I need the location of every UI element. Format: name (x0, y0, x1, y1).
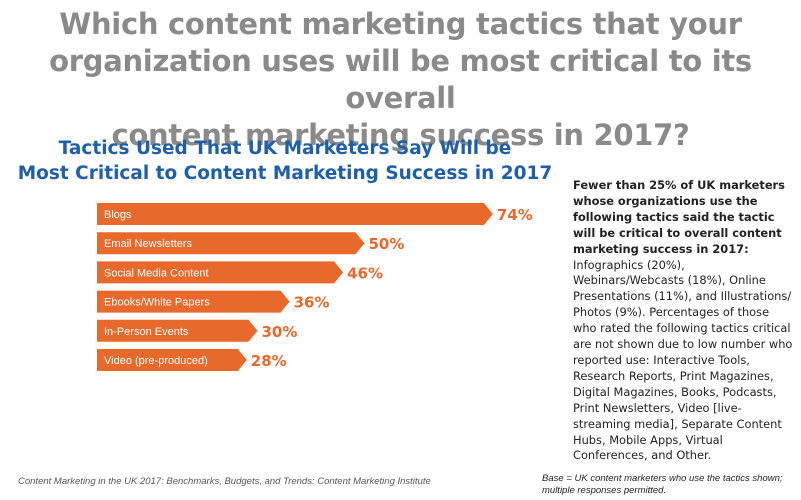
value-label: 46% (347, 264, 383, 282)
base-note: Base = UK content marketers who use the … (542, 473, 783, 496)
value-label: 74% (497, 206, 533, 224)
chart-title-line: Tactics Used That UK Marketers Say Will … (58, 138, 512, 159)
survey-question: Which content marketing tactics that you… (0, 6, 801, 154)
value-label: 36% (294, 294, 330, 312)
chart-title: Tactics Used That UK Marketers Say Will … (0, 136, 570, 186)
bar-chart: Blogs 74% Email Newsletters 50% Social Media… (97, 203, 533, 371)
source-citation: Content Marketing in the UK 2017: Benchm… (18, 476, 431, 487)
value-label: 50% (369, 235, 405, 253)
side-note: Fewer than 25% of UK marketers whose org… (573, 178, 795, 464)
side-note-text: Infographics (20%), Webinars/Webcasts (1… (573, 257, 793, 463)
category-label: Blogs (104, 209, 132, 221)
bar (97, 232, 365, 255)
category-label: Ebooks/White Papers (104, 297, 210, 309)
value-label: 30% (262, 323, 298, 341)
bar (97, 290, 290, 313)
category-label: In-Person Events (104, 326, 189, 338)
category-label: Video (pre-produced) (104, 355, 208, 367)
survey-question-line: Which content marketing tactics that you… (59, 7, 742, 41)
chart-title-line: Most Critical to Content Marketing Succe… (17, 163, 553, 184)
bar (97, 203, 493, 225)
survey-question-line: organization uses will be most critical … (49, 44, 752, 115)
value-label: 28% (251, 352, 287, 370)
survey-question-line: content marketing success in 2017? (111, 118, 690, 152)
bar (97, 349, 247, 371)
bar (97, 319, 258, 342)
side-note-bold: Fewer than 25% of UK marketers whose org… (573, 178, 785, 256)
category-label: Social Media Content (104, 267, 209, 279)
category-label: Email Newsletters (104, 238, 193, 250)
bar (97, 261, 344, 284)
